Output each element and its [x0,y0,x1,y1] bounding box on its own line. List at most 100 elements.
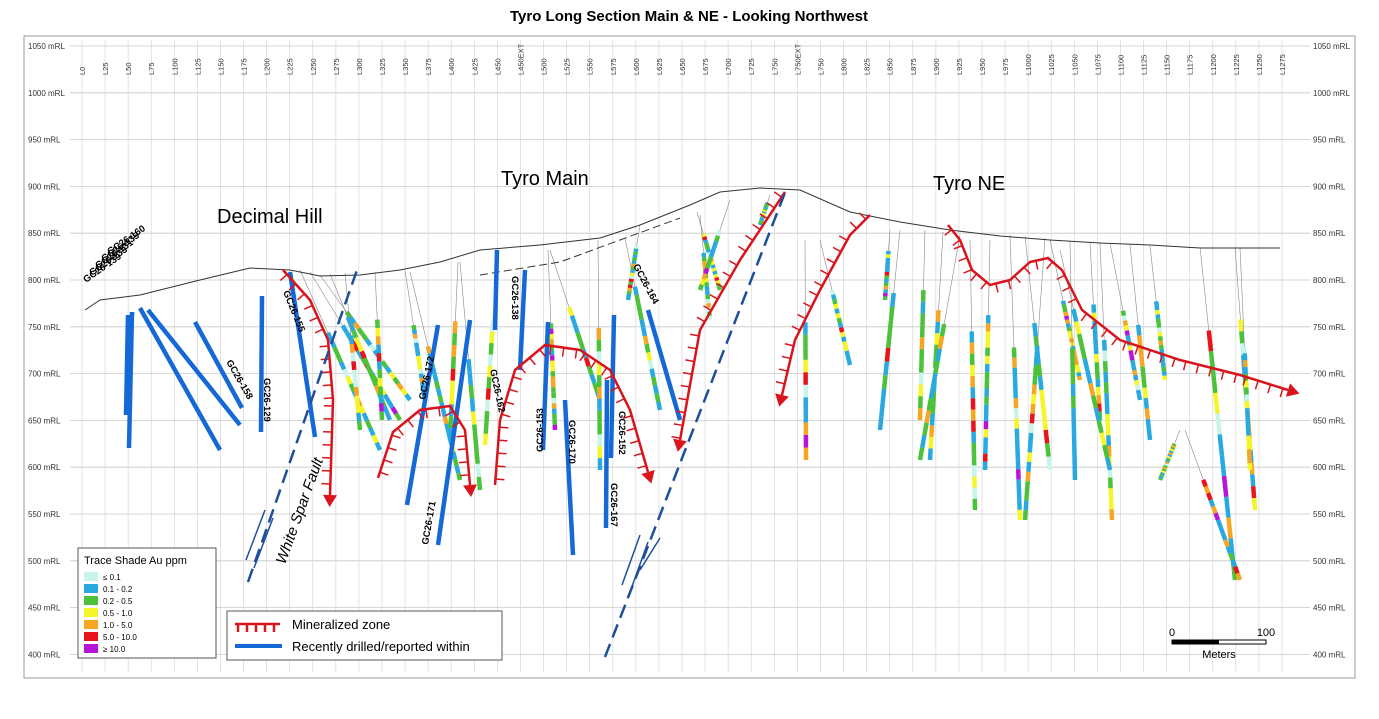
zone-tick [496,466,505,467]
trace-shade [438,389,440,396]
trace-shade [703,234,704,237]
elevation-label: 550 mRL [28,510,61,519]
trace-shade [469,359,470,372]
trace-shade [1144,377,1145,387]
elevation-label: 550 mRL [1313,510,1346,519]
recent-hole [611,315,614,458]
trace-shade [833,295,834,300]
trace-shade [1147,409,1148,419]
trace-shade [359,329,363,334]
section-label: L1225 [1232,54,1241,75]
trace-shade [1037,346,1038,356]
zone-tick [320,346,329,347]
trace-shade [1172,447,1173,449]
trace-shade [1068,323,1069,327]
zone-tick [458,449,467,450]
trace-shade [1030,443,1031,453]
area-label: Tyro Main [501,168,589,190]
trace-shade [353,331,356,338]
trace-shade [394,378,398,383]
trace-shade [1131,355,1132,360]
elevation-label: 650 mRL [1313,416,1346,425]
trace-shade [370,372,373,379]
trace-shade [922,435,924,447]
trace-shade [706,243,707,246]
area-label: Tyro NE [933,173,1005,195]
trace-shade [1130,345,1131,350]
trace-shade [933,373,935,385]
trace-shade [1170,453,1171,455]
legend-label: 5.0 - 10.0 [103,633,137,642]
section-label: L1125 [1140,55,1149,75]
trace-shade [352,344,353,353]
trace-shade [837,309,838,314]
legend-swatch [84,608,98,617]
trace-shade [440,396,442,403]
elevation-label: 450 mRL [1313,604,1346,613]
trace-shade [1164,469,1165,471]
legend-label: 1.0 - 5.0 [103,621,133,630]
section-label: L700 [724,58,733,75]
section-label: L725 [747,58,756,75]
trace-shade [398,384,402,389]
elevation-label: 800 mRL [1313,276,1346,285]
trace-shade [933,402,934,414]
hole-label: GC26-129 [261,378,272,422]
legend-label: 0.1 - 0.2 [103,585,133,594]
trace-shade [338,355,341,362]
trace-shade [1209,330,1211,351]
trace-shade [1066,316,1067,320]
trace-shade [834,299,835,304]
title: Tyro Long Section Main & NE - Looking No… [510,8,868,25]
trace-shade [935,361,937,373]
trace-shade [1162,473,1163,475]
trace-shade [454,333,455,345]
trace-shade [716,277,717,280]
trace-shade [382,362,386,367]
trace-shade [474,425,475,438]
trace-shade [716,236,718,241]
trace-shade [702,279,704,284]
trace-shade [648,352,650,360]
trace-shade [1069,331,1070,335]
trace-shade [1165,466,1166,468]
trace-shade [344,369,347,376]
trace-shade [492,332,493,343]
trace-shade [1218,414,1220,435]
section-label: L750EXT [793,43,802,75]
section-label: L750 [770,58,779,75]
trace-shade [1104,445,1107,457]
trace-shade [715,274,716,277]
trace-shade [419,360,420,364]
trace-shade [1148,419,1149,429]
trace-shade [1223,533,1225,540]
elevation-label: 950 mRL [28,136,61,145]
trace-shade [367,421,370,428]
section-label: L1100 [1116,55,1125,75]
trace-shade [840,323,841,328]
section-label: L100 [170,58,179,75]
trace-shade [887,348,888,362]
trace-shade [353,361,354,370]
trace-shade [487,400,488,411]
hole-label: GC26-167 [608,483,619,527]
trace-shade [942,324,944,336]
trace-shade [1099,421,1102,433]
trace-shade [1093,396,1096,408]
recent-hole [126,315,128,415]
trace-shade [713,265,714,268]
trace-shade [453,357,454,369]
trace-shade [652,369,654,377]
trace-shade [417,347,418,351]
section-label: L200 [263,58,272,75]
trace-shade [1149,430,1150,440]
trace-shade [843,337,844,342]
trace-shade [1070,335,1071,339]
trace-shade [1222,455,1224,476]
elevation-label: 600 mRL [28,463,61,472]
trace-shade [847,351,848,356]
hole-label: GC26-170 [566,420,577,464]
trace-shade [420,369,421,373]
trace-shade [390,373,394,378]
